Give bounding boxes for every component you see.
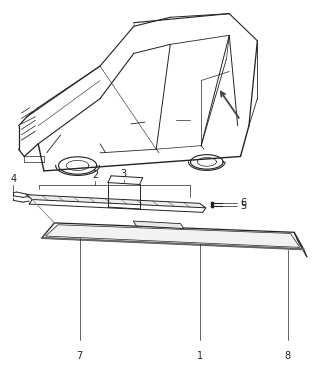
- Polygon shape: [133, 221, 184, 229]
- Text: 1: 1: [197, 351, 203, 361]
- Text: 6: 6: [241, 198, 247, 208]
- Polygon shape: [42, 223, 304, 249]
- Text: 4: 4: [10, 175, 16, 184]
- Text: 3: 3: [121, 169, 127, 179]
- Text: 8: 8: [285, 351, 291, 361]
- Text: 5: 5: [241, 201, 247, 211]
- Text: 7: 7: [76, 351, 83, 361]
- Text: 2: 2: [92, 170, 99, 180]
- Polygon shape: [26, 195, 206, 208]
